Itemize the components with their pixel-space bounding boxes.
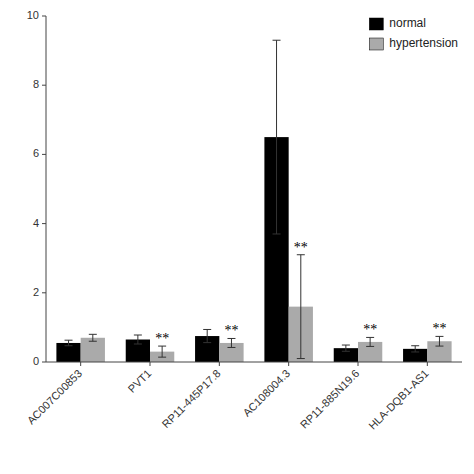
y-tick [42,85,46,86]
legend-label: hypertension [389,36,458,50]
error-line [300,255,301,359]
y-tick [42,223,46,224]
error-cap [227,347,235,348]
y-tick-label: 0 [33,355,39,367]
x-tick [288,362,289,366]
legend: normal hypertension [369,16,458,50]
x-tick [358,362,359,366]
y-tick [42,292,46,293]
error-line [207,329,208,342]
error-line [68,340,69,346]
error-bar [89,334,97,341]
error-cap [134,344,142,345]
y-tick [42,16,46,17]
significance-label: ** [155,331,169,346]
error-line [415,346,416,352]
error-bar [65,340,73,346]
error-cap [158,357,166,358]
error-bar [158,346,166,357]
error-bar [342,345,350,351]
error-line [345,345,346,351]
y-tick-label: 8 [33,78,39,90]
legend-swatch [369,38,383,50]
y-tick [42,154,46,155]
error-line [370,337,371,346]
error-bar [366,337,374,346]
error-line [92,334,93,341]
legend-swatch [369,18,383,30]
significance-label: ** [294,240,308,255]
error-cap [134,335,142,336]
x-tick [80,362,81,366]
error-cap [411,351,419,352]
error-cap [65,340,73,341]
significance-label: ** [224,323,238,338]
error-cap [411,345,419,346]
y-tick-label: 10 [27,9,39,21]
y-tick-label: 4 [33,217,39,229]
y-axis-line [46,16,47,362]
chart: 0 2 4 6 8 10 AC007C00853 PVT1RP11-445P17.8 AC108… [0,0,474,474]
legend-item: normal [369,16,426,30]
x-tick-label: PVT1 [126,367,154,395]
error-line [231,338,232,347]
error-cap [435,346,443,347]
x-tick-label: AC108004.3 [240,367,292,419]
bar [56,343,80,362]
error-bar [273,40,281,234]
x-tick-label: RP11-445P17.8 [160,367,223,430]
error-bar [134,335,142,344]
error-line [276,40,277,234]
x-tick [219,362,220,366]
bar [81,338,105,362]
error-line [137,335,138,344]
x-tick [150,362,151,366]
error-cap [342,351,350,352]
error-cap [203,342,211,343]
x-tick [427,362,428,366]
bars [56,40,451,362]
x-tick-label: RP11-885N19.6 [298,367,362,431]
y-tick [42,362,46,363]
error-cap [65,345,73,346]
significance-label: ** [363,322,377,337]
error-cap [89,334,97,335]
error-cap [203,329,211,330]
significance-label: ** [432,321,446,336]
y-tick-label: 6 [33,147,39,159]
x-tick-label: HLA-DQB1-AS1 [366,367,431,432]
error-cap [342,345,350,346]
y-tick-label: 2 [33,286,39,298]
error-cap [366,346,374,347]
x-tick-label: AC007C00853 [25,367,85,427]
error-cap [297,358,305,359]
error-bar [203,329,211,342]
error-bar [297,255,305,359]
error-bar [435,336,443,346]
error-bar [227,338,235,347]
error-cap [273,40,281,41]
legend-item: hypertension [369,36,458,50]
error-line [162,346,163,357]
error-cap [273,233,281,234]
x-axis-line [46,362,462,363]
legend-label: normal [389,16,426,30]
error-bar [411,346,419,352]
error-line [439,336,440,346]
error-cap [89,341,97,342]
